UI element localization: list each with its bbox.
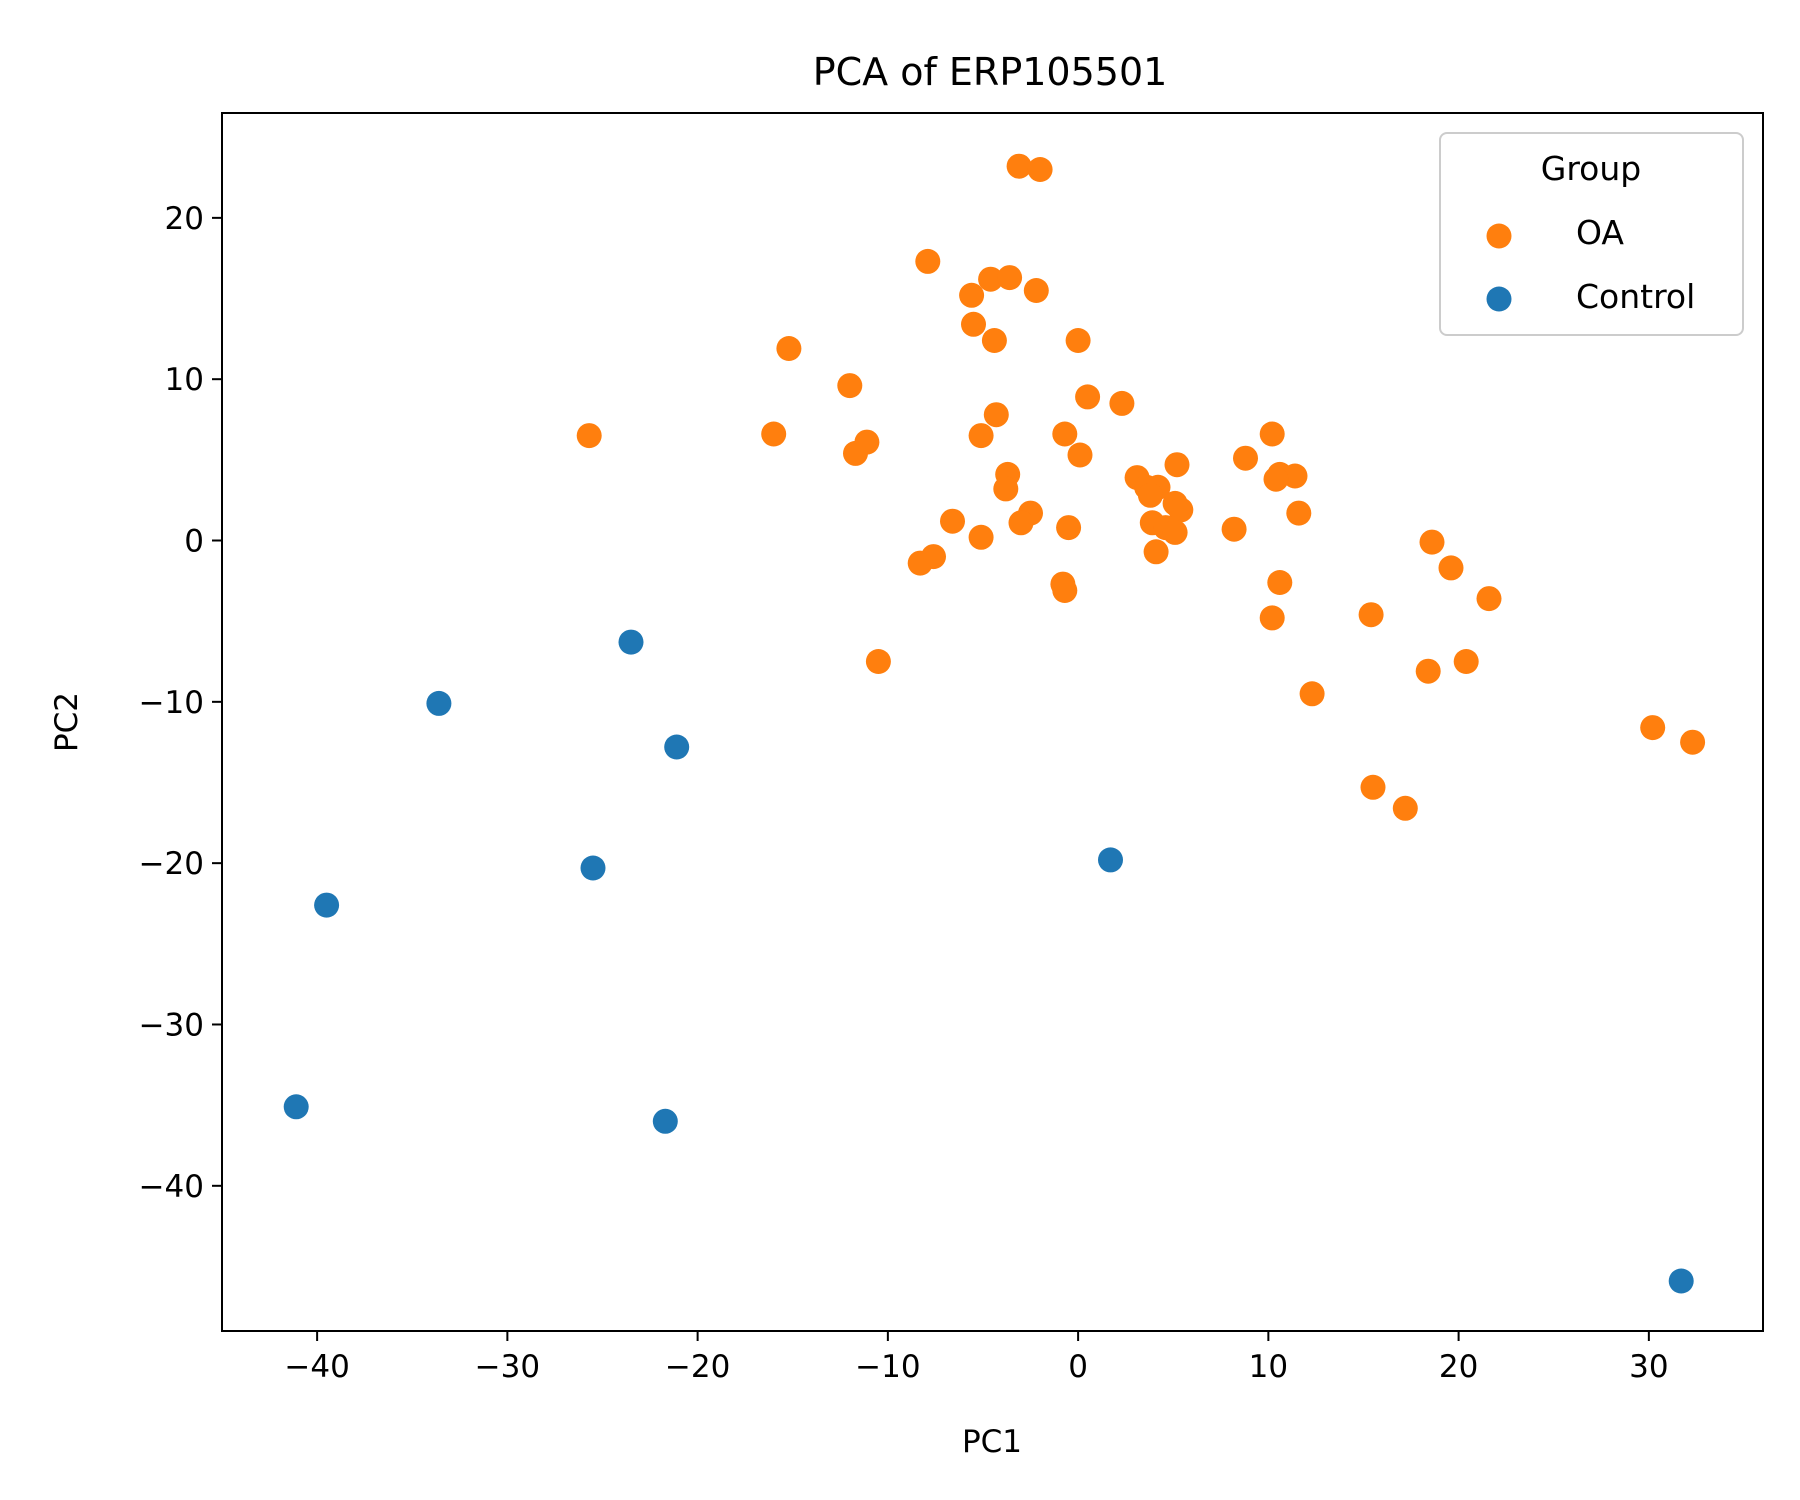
point-oa [983, 402, 1009, 428]
x-tick-label: −20 [665, 1349, 730, 1385]
y-tick-label: −10 [139, 685, 204, 721]
point-oa [1299, 681, 1325, 707]
point-oa [1052, 421, 1078, 447]
point-oa [1476, 586, 1502, 612]
point-oa [1360, 774, 1386, 800]
point-control [283, 1094, 309, 1120]
point-oa [1640, 715, 1666, 741]
point-oa [1233, 445, 1258, 471]
legend-box [1439, 132, 1744, 336]
x-tick-label: −30 [475, 1349, 540, 1385]
x-tick-label: −40 [284, 1349, 349, 1385]
legend-label-control: Control [1576, 277, 1695, 316]
point-control [314, 892, 340, 918]
plot-frame [221, 112, 1764, 1332]
point-oa [997, 265, 1023, 291]
point-control [1668, 1268, 1694, 1294]
point-oa [1419, 529, 1445, 555]
point-oa [915, 248, 941, 274]
point-oa [993, 476, 1019, 502]
point-oa [1168, 497, 1194, 523]
point-oa [1415, 658, 1441, 684]
legend: Group OA Control [1439, 132, 1744, 336]
point-oa [981, 328, 1007, 353]
point-control [652, 1108, 678, 1134]
y-tick-label: 0 [184, 524, 204, 560]
point-oa [1286, 500, 1312, 526]
point-oa [1263, 466, 1289, 492]
x-tick-label: −10 [855, 1349, 920, 1385]
point-oa [907, 550, 933, 576]
point-oa [1358, 602, 1384, 628]
point-oa [1008, 510, 1034, 536]
point-oa [1164, 452, 1190, 478]
legend-title: Group [1541, 149, 1641, 188]
point-oa [1143, 539, 1169, 565]
point-oa [1282, 463, 1308, 489]
point-oa [1075, 384, 1101, 410]
point-control [664, 734, 690, 760]
point-oa [1680, 729, 1706, 755]
x-tick-label: 20 [1439, 1349, 1478, 1385]
point-control [1098, 847, 1123, 873]
point-oa [978, 266, 1004, 292]
y-tick-label: −40 [139, 1169, 204, 1205]
x-tick-label: 30 [1629, 1349, 1668, 1385]
x-tick-label: 10 [1249, 1349, 1288, 1385]
point-oa [940, 508, 965, 534]
point-oa [843, 440, 868, 466]
point-oa [1453, 649, 1479, 674]
point-oa [1137, 482, 1163, 508]
point-oa [1259, 421, 1285, 447]
point-oa [837, 373, 863, 399]
point-oa [1056, 515, 1082, 541]
point-oa [1438, 555, 1464, 581]
y-tick-label: −20 [139, 846, 204, 882]
point-oa [1067, 442, 1093, 468]
chart-title: PCA of ERP105501 [813, 50, 1168, 94]
point-oa [1027, 157, 1053, 182]
y-tick-label: −30 [139, 1007, 204, 1043]
point-oa [959, 282, 985, 308]
point-oa [1052, 578, 1078, 603]
point-control [580, 855, 606, 881]
point-control [426, 690, 452, 716]
point-oa [968, 423, 994, 449]
y-axis-ticks: −40 −30 −20 −10 0 10 20 [139, 201, 222, 1205]
point-oa [1065, 328, 1091, 353]
point-oa [1392, 795, 1418, 821]
point-oa [865, 649, 891, 674]
point-oa [776, 336, 802, 361]
point-oa [1109, 390, 1135, 416]
point-oa [961, 311, 986, 337]
point-oa [1162, 519, 1188, 545]
point-oa [1259, 605, 1285, 631]
legend-marker-control [1486, 286, 1512, 312]
y-tick-label: 10 [165, 362, 204, 398]
point-oa [1221, 516, 1247, 542]
point-oa [1267, 570, 1293, 595]
x-tick-label: 0 [1068, 1349, 1088, 1385]
y-axis-label: PC2 [49, 692, 85, 752]
point-control [618, 629, 644, 655]
point-oa [1006, 153, 1032, 179]
point-oa [761, 421, 787, 447]
legend-marker-oa [1486, 223, 1512, 249]
point-oa [968, 524, 994, 550]
y-tick-label: 20 [165, 201, 204, 237]
point-oa [1023, 278, 1049, 303]
x-axis-ticks: −40 −30 −20 −10 0 10 20 30 [284, 1331, 1669, 1385]
data-points [283, 153, 1706, 1294]
legend-label-oa: OA [1576, 213, 1624, 252]
point-oa [576, 423, 602, 449]
x-axis-label: PC1 [962, 1424, 1022, 1460]
